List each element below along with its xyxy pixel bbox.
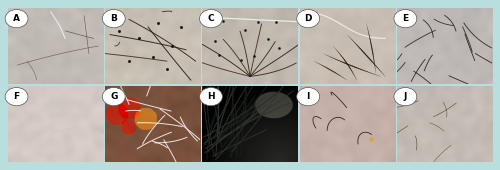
Text: B: B (110, 14, 117, 23)
Circle shape (200, 88, 222, 106)
Text: G: G (110, 92, 118, 101)
Circle shape (394, 88, 417, 106)
Text: H: H (207, 92, 215, 101)
Ellipse shape (255, 92, 293, 118)
Circle shape (5, 88, 28, 106)
Circle shape (394, 10, 417, 28)
Text: C: C (208, 14, 214, 23)
Circle shape (296, 10, 320, 28)
Circle shape (296, 88, 320, 106)
Text: D: D (304, 14, 312, 23)
Circle shape (5, 10, 28, 28)
Text: I: I (306, 92, 310, 101)
Circle shape (200, 10, 222, 28)
Text: A: A (13, 14, 20, 23)
Circle shape (102, 10, 125, 28)
Circle shape (102, 88, 125, 106)
Text: F: F (14, 92, 20, 101)
Text: E: E (402, 14, 408, 23)
Text: J: J (404, 92, 407, 101)
